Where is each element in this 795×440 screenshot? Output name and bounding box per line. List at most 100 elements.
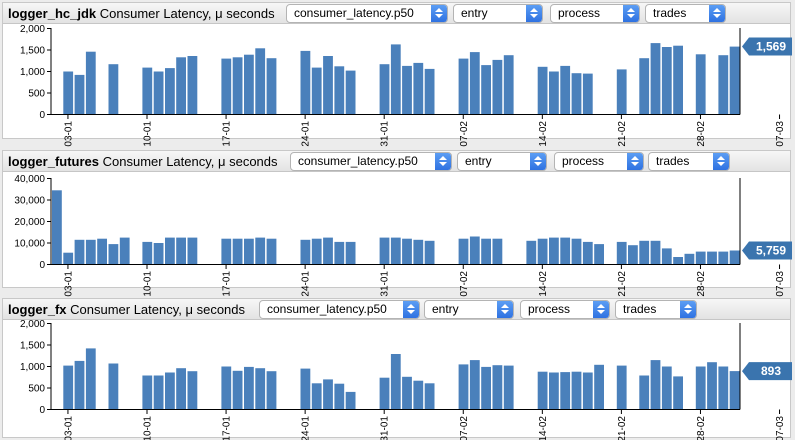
bar[interactable]	[187, 371, 198, 410]
bar[interactable]	[424, 383, 435, 410]
bar[interactable]	[108, 64, 119, 115]
bar[interactable]	[85, 51, 96, 115]
bar[interactable]	[639, 240, 650, 265]
bar[interactable]	[571, 371, 582, 410]
bar[interactable]	[616, 365, 627, 410]
bar[interactable]	[176, 237, 186, 265]
bar[interactable]	[718, 251, 729, 265]
bar[interactable]	[695, 54, 706, 115]
bar[interactable]	[402, 238, 412, 265]
bar[interactable]	[52, 190, 62, 265]
bar[interactable]	[639, 58, 650, 115]
bar[interactable]	[345, 241, 356, 265]
bar[interactable]	[165, 237, 175, 265]
bar[interactable]	[334, 383, 345, 410]
bar[interactable]	[458, 364, 469, 410]
stream-select[interactable]: trades	[648, 152, 730, 171]
bar[interactable]	[661, 366, 672, 410]
bar[interactable]	[594, 364, 604, 410]
stream-select[interactable]: trades	[615, 300, 697, 319]
bar[interactable]	[402, 65, 412, 115]
bar[interactable]	[255, 368, 266, 410]
bar[interactable]	[221, 238, 232, 265]
bar[interactable]	[119, 237, 130, 265]
bar[interactable]	[63, 252, 74, 265]
bar[interactable]	[153, 375, 164, 410]
bar[interactable]	[255, 237, 266, 265]
bar[interactable]	[718, 366, 729, 410]
bar[interactable]	[108, 363, 119, 410]
bar[interactable]	[244, 238, 254, 265]
bar[interactable]	[718, 55, 729, 115]
bar[interactable]	[537, 238, 548, 265]
side-select[interactable]: entry	[457, 152, 547, 171]
bar[interactable]	[74, 360, 85, 410]
bar[interactable]	[582, 73, 593, 115]
bar[interactable]	[300, 50, 311, 115]
bar[interactable]	[481, 238, 491, 265]
bar[interactable]	[424, 68, 435, 115]
bar[interactable]	[503, 55, 514, 115]
bar[interactable]	[616, 69, 627, 115]
bar[interactable]	[379, 237, 390, 265]
side-select[interactable]: entry	[453, 4, 543, 23]
bar[interactable]	[729, 250, 740, 265]
bar[interactable]	[571, 73, 582, 115]
bar[interactable]	[323, 379, 333, 410]
stage-select[interactable]: process	[554, 152, 644, 171]
bar[interactable]	[266, 58, 277, 115]
bar[interactable]	[108, 244, 119, 265]
bar[interactable]	[266, 371, 277, 410]
bar[interactable]	[481, 65, 491, 115]
bar[interactable]	[673, 257, 683, 265]
stage-select[interactable]: process	[550, 4, 640, 23]
bar[interactable]	[255, 48, 266, 115]
bar[interactable]	[582, 372, 593, 410]
bar[interactable]	[232, 238, 243, 265]
side-select[interactable]: entry	[424, 300, 514, 319]
bar[interactable]	[594, 244, 604, 265]
bar[interactable]	[673, 45, 683, 115]
bar[interactable]	[187, 56, 198, 115]
bar[interactable]	[537, 371, 548, 410]
bar[interactable]	[379, 64, 390, 115]
bar[interactable]	[97, 238, 107, 265]
bar[interactable]	[390, 354, 401, 410]
metric-select[interactable]: consumer_latency.p50	[290, 152, 452, 171]
bar[interactable]	[492, 365, 503, 410]
bar[interactable]	[187, 237, 198, 265]
bar[interactable]	[63, 365, 74, 410]
bar[interactable]	[469, 360, 480, 410]
bar[interactable]	[74, 74, 85, 115]
bar[interactable]	[650, 360, 661, 410]
bar[interactable]	[650, 240, 661, 265]
bar[interactable]	[458, 238, 469, 265]
bar[interactable]	[334, 241, 345, 265]
bar[interactable]	[345, 391, 356, 410]
bar[interactable]	[311, 67, 322, 115]
bar[interactable]	[549, 372, 559, 410]
bar[interactable]	[244, 54, 254, 115]
bar[interactable]	[323, 237, 333, 265]
bar[interactable]	[582, 241, 593, 265]
bar[interactable]	[492, 59, 503, 115]
bar[interactable]	[492, 238, 503, 265]
bar[interactable]	[142, 375, 153, 410]
bar[interactable]	[221, 58, 232, 115]
bar[interactable]	[571, 238, 582, 265]
bar[interactable]	[458, 58, 469, 115]
bar[interactable]	[469, 236, 480, 265]
bar[interactable]	[300, 239, 311, 265]
metric-select[interactable]: consumer_latency.p50	[286, 4, 448, 23]
bar[interactable]	[390, 237, 401, 265]
bar[interactable]	[153, 71, 164, 115]
bar[interactable]	[549, 237, 559, 265]
bar[interactable]	[526, 240, 537, 265]
bar[interactable]	[85, 239, 96, 265]
bar[interactable]	[650, 43, 661, 115]
bar[interactable]	[413, 239, 424, 265]
bar[interactable]	[695, 251, 706, 265]
bar[interactable]	[560, 237, 571, 265]
bar[interactable]	[334, 66, 345, 115]
bar[interactable]	[165, 372, 175, 410]
